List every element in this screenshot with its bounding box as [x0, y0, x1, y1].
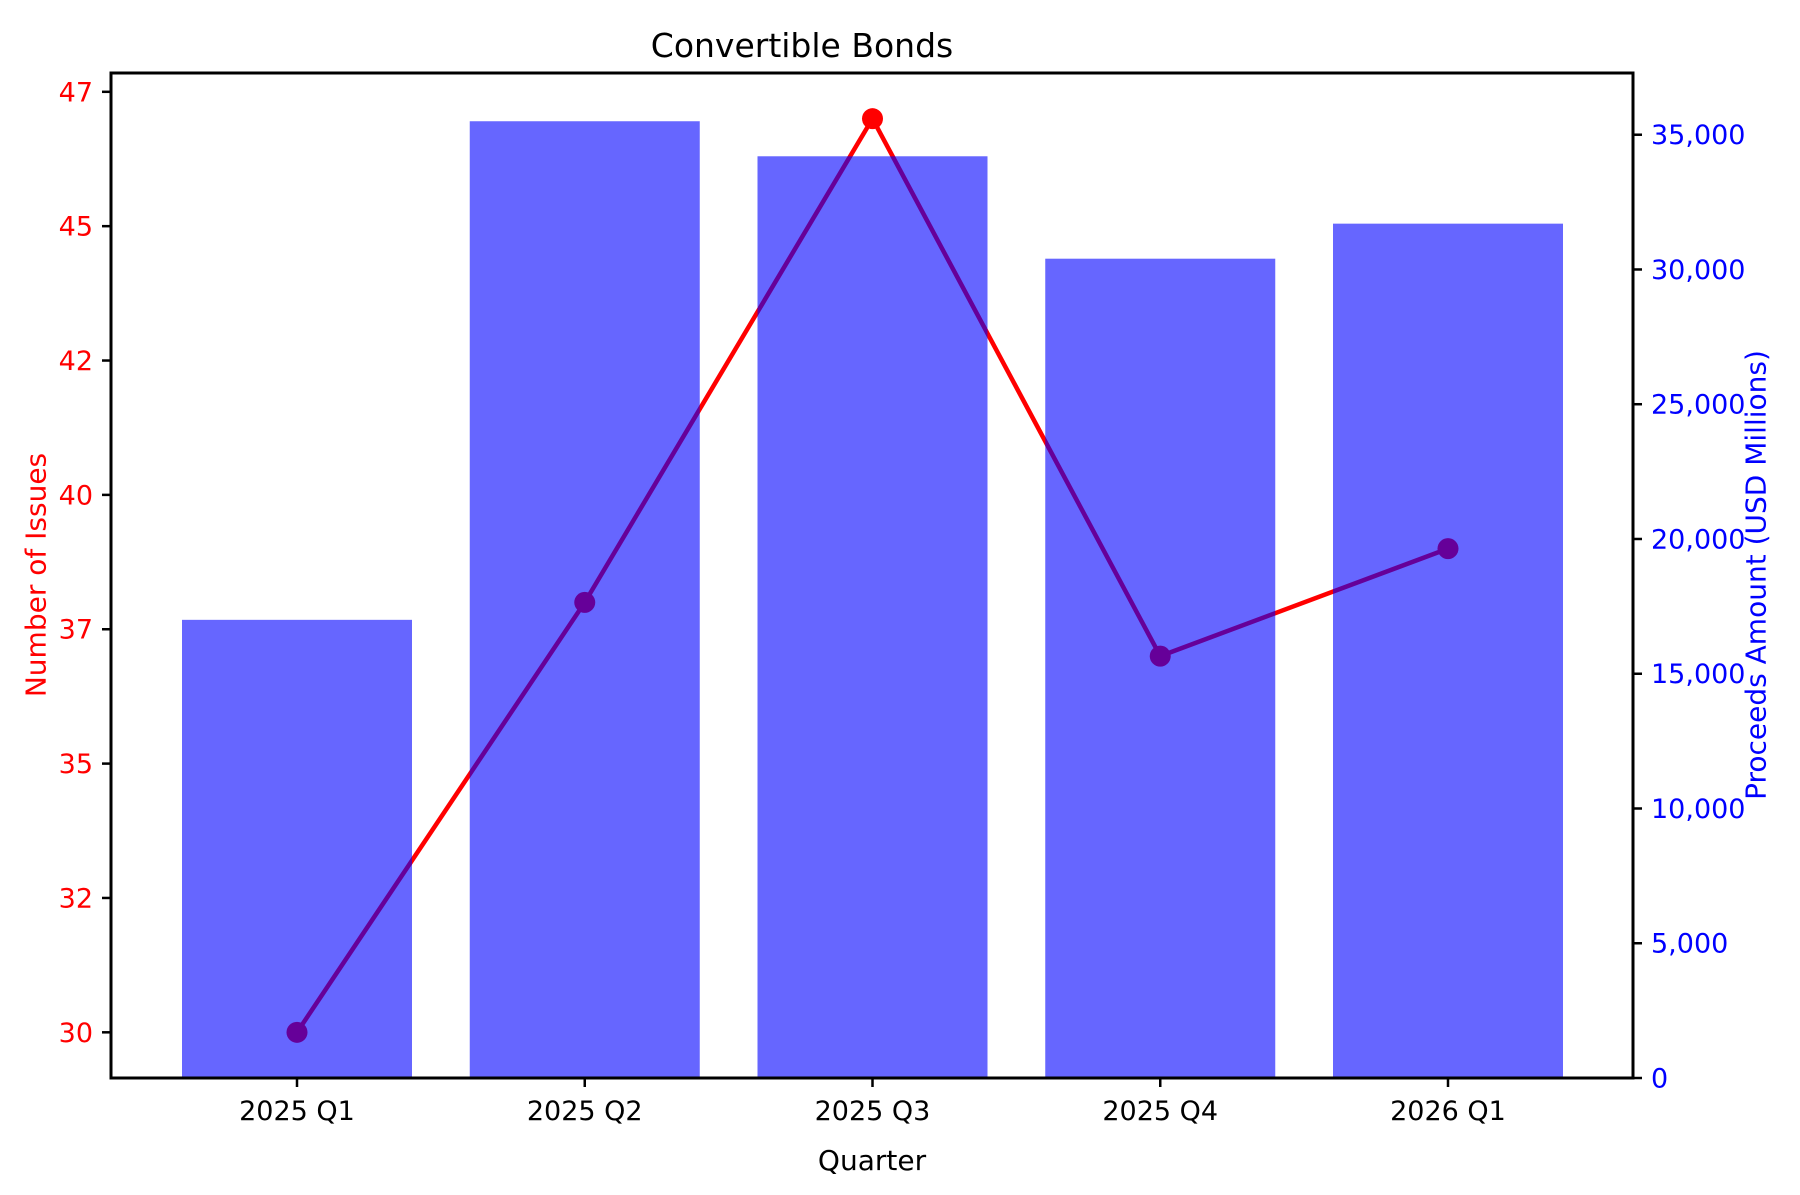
line-point-2025-q3 — [862, 108, 883, 130]
left-y-axis-label: Number of Issues — [19, 452, 53, 698]
left-tick-label: 45 — [59, 212, 93, 243]
x-tick-label: 2025 Q3 — [815, 1096, 931, 1127]
right-tick-label: 35,000 — [1651, 120, 1745, 151]
right-tick-label: 10,000 — [1651, 794, 1745, 825]
x-tick-label: 2025 Q2 — [527, 1096, 643, 1127]
chart-title: Convertible Bonds — [650, 26, 954, 65]
left-tick-label: 37 — [59, 615, 93, 646]
left-tick-label: 42 — [59, 346, 93, 377]
right-tick-label: 0 — [1651, 1064, 1668, 1095]
x-tick-label: 2026 Q1 — [1390, 1096, 1506, 1127]
bar-2025-q2 — [469, 121, 700, 1078]
left-tick-label: 40 — [59, 480, 93, 511]
x-axis-label: Quarter — [817, 1144, 927, 1177]
bar-2025-q3 — [757, 156, 988, 1078]
x-tick-label: 2025 Q1 — [239, 1096, 355, 1127]
right-tick-label: 25,000 — [1651, 390, 1745, 421]
left-tick-label: 30 — [59, 1018, 93, 1049]
bar-2025-q1 — [182, 619, 412, 1078]
bar-2026-q1 — [1333, 223, 1563, 1079]
right-y-axis-label: Proceeds Amount (USD Millions) — [1739, 350, 1773, 800]
right-tick-label: 15,000 — [1651, 659, 1745, 690]
left-tick-label: 35 — [59, 749, 93, 780]
left-tick-label: 47 — [59, 77, 93, 108]
right-tick-label: 5,000 — [1651, 929, 1728, 960]
right-tick-label: 20,000 — [1651, 524, 1745, 555]
right-tick-label: 30,000 — [1651, 255, 1745, 286]
left-tick-label: 32 — [59, 883, 93, 914]
x-tick-label: 2025 Q4 — [1102, 1096, 1218, 1127]
bar-2025-q4 — [1045, 258, 1276, 1078]
